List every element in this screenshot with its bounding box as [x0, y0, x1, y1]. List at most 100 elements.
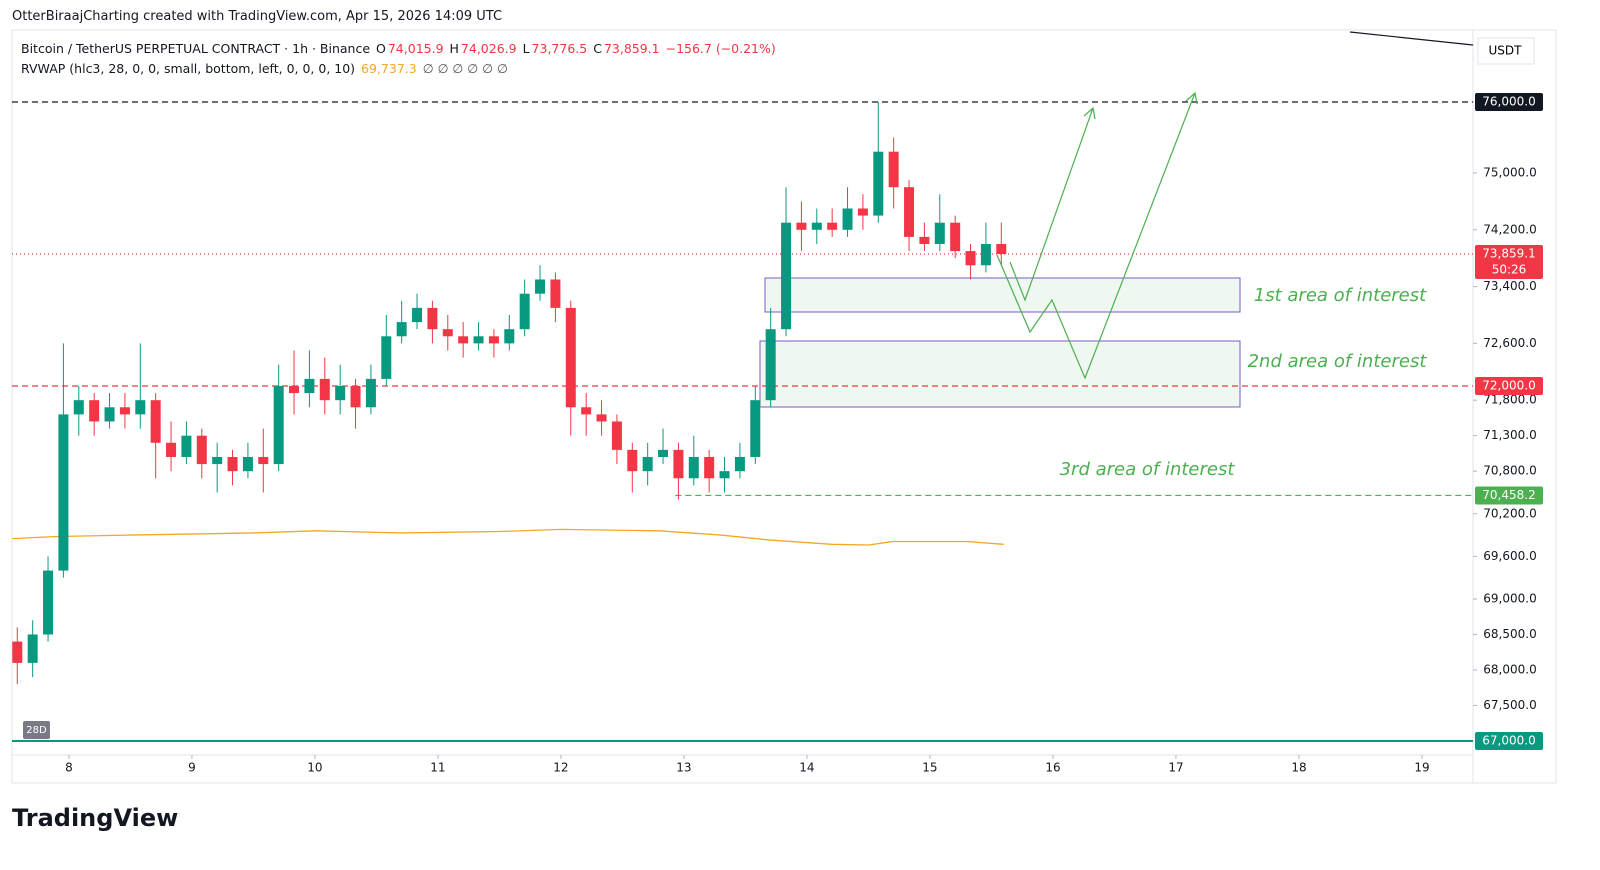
candle-body — [980, 243, 991, 266]
ohlc-key: C — [593, 41, 602, 56]
price-tag — [1475, 731, 1543, 750]
candle-body — [581, 407, 592, 415]
candle-body — [458, 336, 469, 344]
candle-body — [627, 449, 638, 472]
candle-body — [442, 329, 453, 337]
candle-body — [365, 378, 376, 408]
x-tick-label: 14 — [799, 761, 814, 775]
candle-body — [781, 222, 792, 330]
ohlc-value: 73,776.5 — [531, 41, 588, 56]
candle-body — [519, 293, 530, 330]
candle-body — [535, 279, 546, 294]
price-tag — [1475, 244, 1543, 279]
candle-body — [611, 421, 622, 450]
candle-body — [227, 456, 238, 472]
candle-body — [750, 400, 761, 457]
candle-body — [12, 641, 23, 663]
y-tick-label: 69,600.0 — [1483, 549, 1536, 563]
candle-body — [27, 634, 38, 663]
y-tick-label: 74,200.0 — [1483, 222, 1536, 236]
ohlc-value: 73,859.1 — [603, 41, 660, 56]
x-tick-label: 18 — [1291, 761, 1306, 775]
indicator-legend: RVWAP (hlc3, 28, 0, 0, small, bottom, le… — [21, 61, 510, 76]
candle-body — [904, 187, 915, 237]
x-tick-label: 12 — [553, 761, 568, 775]
candle-body — [427, 307, 438, 330]
x-tick-label: 10 — [307, 761, 322, 775]
candle-body — [212, 456, 223, 465]
y-tick-label: 73,400.0 — [1483, 279, 1536, 293]
candle-body — [181, 435, 192, 457]
ohlc-value: 74,026.9 — [460, 41, 517, 56]
x-tick-label: 11 — [430, 761, 445, 775]
candle-body — [73, 400, 84, 415]
candle-body — [150, 400, 161, 443]
indicator-extra: ∅ ∅ ∅ ∅ ∅ ∅ — [422, 61, 508, 76]
candle-body — [43, 570, 54, 635]
candle-body — [550, 279, 561, 308]
candle-body — [135, 400, 146, 415]
candle-body — [673, 449, 684, 479]
candle-body — [104, 407, 115, 422]
candle-body — [857, 208, 868, 216]
candle-body — [704, 456, 715, 479]
candle-body — [196, 435, 207, 465]
candle-body — [873, 151, 884, 216]
change: −156.7 (−0.21%) — [665, 41, 776, 56]
y-tick-label: 68,000.0 — [1483, 662, 1536, 676]
zone-2 — [759, 340, 1241, 408]
y-tick-label: 71,300.0 — [1483, 428, 1536, 442]
candle-body — [765, 329, 776, 401]
symbol-legend: Bitcoin / TetherUS PERPETUAL CONTRACT · … — [21, 41, 778, 56]
scenario-arrow-2 — [996, 92, 1196, 380]
range-badge-text: 28D — [26, 725, 47, 736]
candle-body — [335, 385, 346, 401]
candle-body — [473, 336, 484, 344]
y-tick-label: 69,000.0 — [1483, 591, 1536, 605]
y-tick-label: 75,000.0 — [1483, 165, 1536, 179]
candle-body — [258, 456, 269, 465]
arrow-head-1 — [1083, 106, 1096, 120]
price-tag — [1475, 486, 1543, 505]
annotation: 1st area of interest — [1254, 285, 1427, 306]
candle-body — [950, 222, 961, 252]
symbol: Bitcoin / TetherUS PERPETUAL CONTRACT · … — [21, 41, 371, 56]
zone-1 — [764, 277, 1241, 313]
candle-body — [304, 378, 315, 394]
rvwap-line — [12, 528, 1004, 546]
candle-body — [642, 456, 653, 472]
brand: TradingView — [12, 804, 179, 832]
ohlc-key: H — [449, 41, 459, 56]
candle-body — [842, 208, 853, 230]
price-tag-label: 73,859.1 — [1482, 246, 1535, 260]
x-tick-label: 16 — [1045, 761, 1060, 775]
candle-body — [688, 456, 699, 479]
currency: USDT — [1489, 44, 1523, 58]
candle-body — [888, 151, 899, 188]
y-tick-label: 67,500.0 — [1483, 698, 1536, 712]
candle-body — [504, 329, 515, 344]
x-tick-label: 19 — [1414, 761, 1429, 775]
x-tick-label: 8 — [65, 761, 73, 775]
plot: 75,000.0 74,200.0 73,400.0 72,600.0 71,800.0… — [12, 92, 1543, 775]
annotation: 3rd area of interest — [1060, 459, 1236, 480]
price-tag-label: 70,458.2 — [1482, 488, 1535, 502]
x-tick-label: 13 — [676, 761, 691, 775]
price-tag-label: 67,000.0 — [1482, 733, 1535, 747]
scenario-arrow-1 — [1009, 107, 1094, 302]
candle-body — [658, 449, 669, 457]
candle-body — [119, 407, 130, 415]
candle-body — [827, 222, 838, 230]
candle-body — [58, 414, 69, 571]
candle-body — [166, 442, 177, 457]
ohlc-value: 74,015.9 — [387, 41, 444, 56]
price-tag-timer: 50:26 — [1492, 262, 1527, 276]
currency-box — [1477, 37, 1535, 65]
x-tick-label: 9 — [188, 761, 196, 775]
candle-body — [381, 336, 392, 379]
price-tag-label: 72,000.0 — [1482, 378, 1535, 392]
ohlc-key: L — [522, 41, 530, 56]
price-tag — [1475, 92, 1543, 111]
